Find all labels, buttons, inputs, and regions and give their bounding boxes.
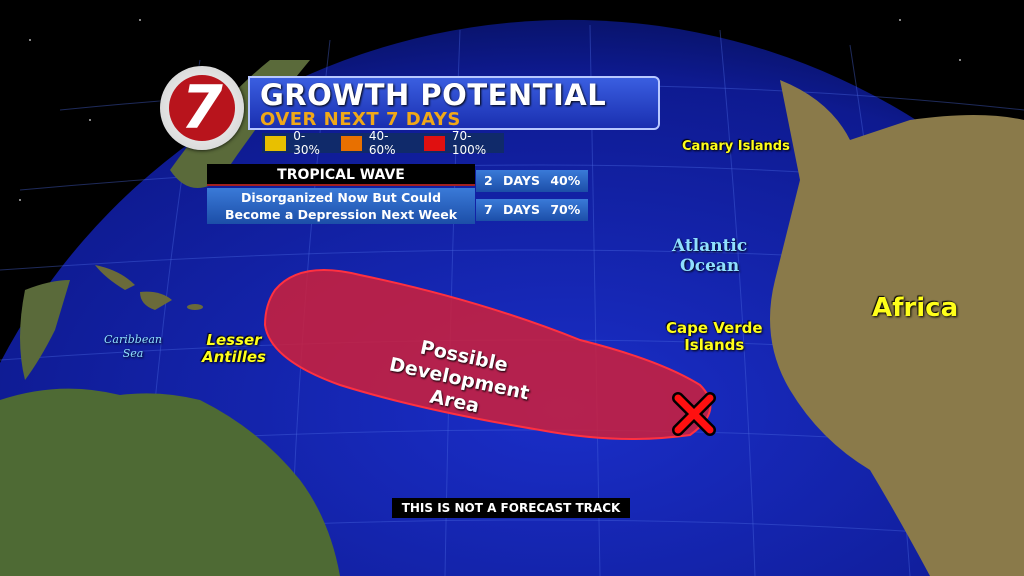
label-line: Antilles — [202, 348, 266, 366]
caribbean-islands — [95, 265, 203, 310]
legend-label: 70-100% — [451, 129, 487, 157]
disclaimer: THIS IS NOT A FORECAST TRACK — [392, 498, 630, 518]
label-line: Sea — [122, 347, 144, 360]
legend-label: 0-30% — [293, 129, 320, 157]
legend-swatch-medium — [340, 135, 362, 151]
channel-7-logo: 7 — [160, 66, 244, 150]
odds-period: 2 DAYS — [484, 173, 540, 188]
africa-land — [770, 80, 1024, 576]
odds-chance: 70% — [550, 202, 581, 217]
label-cape-verde: Cape Verde Islands — [666, 320, 763, 354]
label-line: Cape Verde — [666, 319, 763, 337]
label-atlantic-ocean: Atlantic Ocean — [672, 236, 747, 276]
legend-swatch-high — [423, 135, 445, 151]
label-line: Lesser — [206, 331, 262, 349]
south-america-land — [0, 388, 340, 576]
development-area — [263, 269, 712, 440]
label-caribbean-sea: Caribbean Sea — [104, 333, 162, 361]
title-banner: GROWTH POTENTIAL OVER NEXT 7 DAYS — [248, 76, 660, 130]
subtitle: OVER NEXT 7 DAYS — [260, 109, 461, 130]
title: GROWTH POTENTIAL — [260, 78, 607, 112]
odds-7-day: 7 DAYS 70% — [476, 199, 588, 221]
odds-chance: 40% — [550, 173, 581, 188]
label-line: Caribbean — [104, 333, 162, 346]
odds-period: 7 DAYS — [484, 202, 540, 217]
label-canary-islands: Canary Islands — [682, 139, 790, 154]
legend-label: 40-60% — [368, 129, 396, 157]
description-line: Become a Depression Next Week — [224, 207, 458, 222]
description-line: Disorganized Now But Could — [240, 190, 442, 205]
label-africa: Africa — [872, 293, 959, 323]
label-line: Atlantic — [672, 236, 748, 256]
legend: 0-30% 40-60% 70-100% — [262, 129, 504, 157]
system-description: Disorganized Now But Could Become a Depre… — [207, 188, 475, 224]
label-line: Islands — [684, 336, 745, 354]
x-icon-fill — [674, 394, 714, 434]
label-line: Ocean — [679, 256, 740, 276]
label-lesser-antilles: Lesser Antilles — [202, 332, 266, 366]
odds-2-day: 2 DAYS 40% — [476, 170, 588, 192]
system-name: TROPICAL WAVE — [207, 164, 475, 186]
legend-swatch-low — [265, 135, 287, 151]
central-america-land — [20, 280, 70, 380]
